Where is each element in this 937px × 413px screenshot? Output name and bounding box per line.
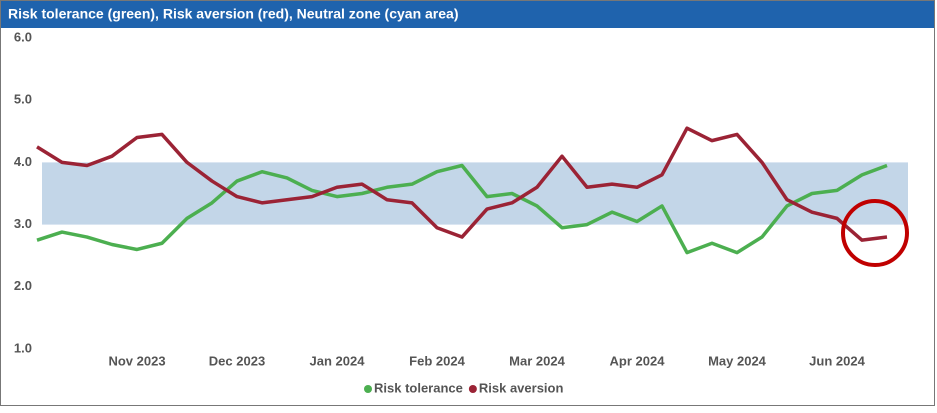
x-tick-label: Mar 2024 [509,353,565,368]
x-tick-label: Jan 2024 [310,353,366,368]
x-tick-label: Dec 2023 [209,353,265,368]
x-tick-label: Feb 2024 [409,353,465,368]
x-tick-label: Nov 2023 [108,353,165,368]
y-tick-label: 2.0 [14,278,32,293]
y-tick-label: 1.0 [14,340,32,355]
x-tick-label: May 2024 [708,353,767,368]
y-tick-label: 4.0 [14,154,32,169]
title-bar [1,1,934,28]
chart-title: Risk tolerance (green), Risk aversion (r… [8,6,459,22]
legend-label: Risk aversion [479,380,564,395]
x-tick-label: Apr 2024 [610,353,666,368]
legend-label: Risk tolerance [374,380,463,395]
series-line [36,126,888,242]
legend-marker [364,385,372,393]
y-tick-label: 6.0 [14,29,32,44]
y-tick-label: 3.0 [14,216,32,231]
x-tick-label: Jun 2024 [809,353,865,368]
y-tick-label: 5.0 [14,92,32,107]
highlight-circle [841,199,909,267]
legend-marker [468,385,477,393]
series-line [36,163,888,255]
neutral-zone [42,162,908,225]
